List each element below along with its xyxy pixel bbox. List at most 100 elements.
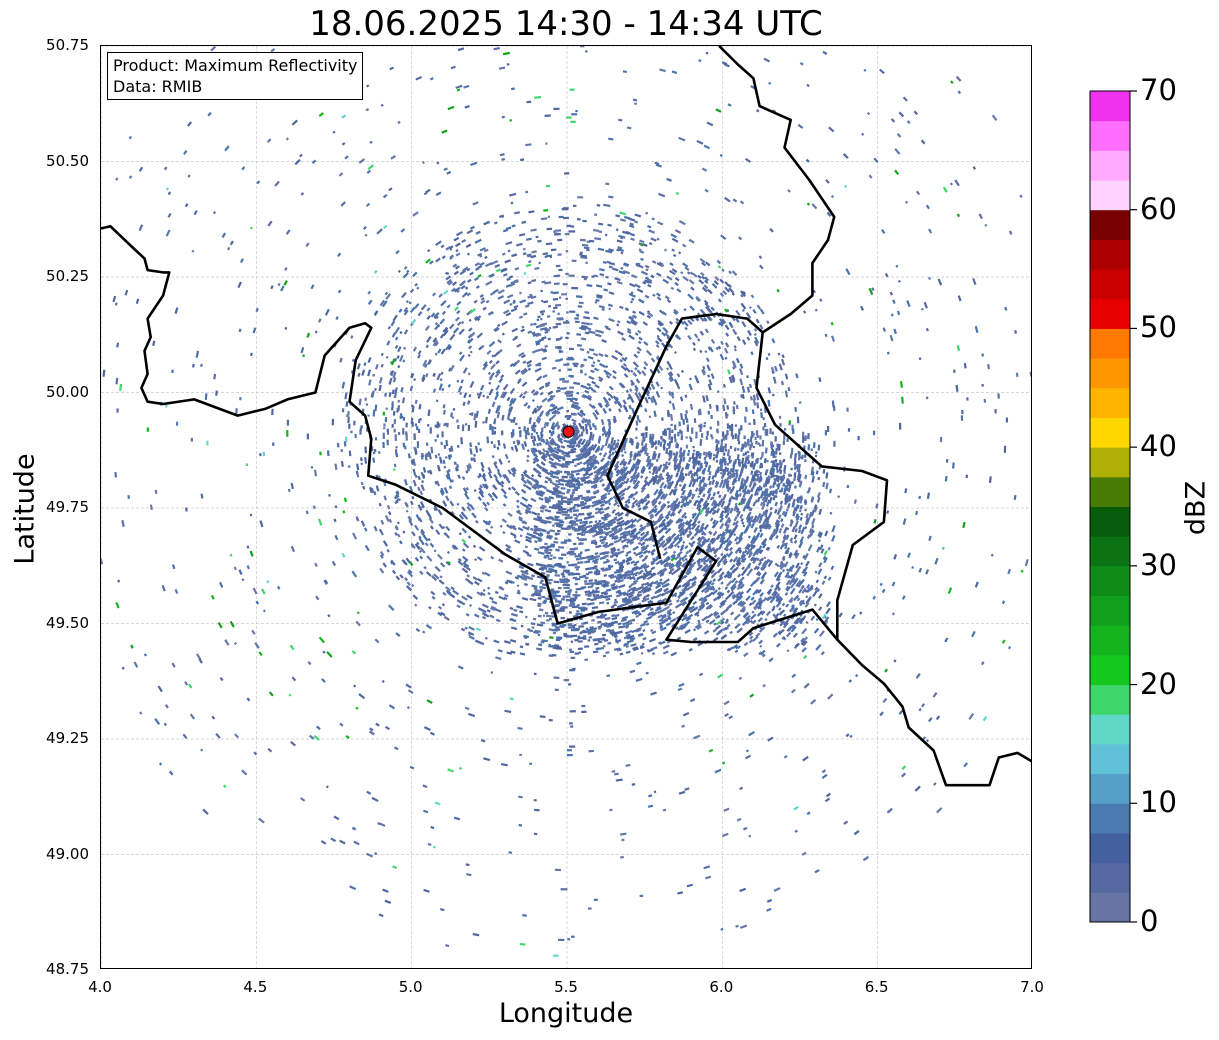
radar-echo — [736, 311, 741, 317]
radar-echo — [693, 333, 699, 339]
radar-echo — [632, 310, 637, 314]
radar-echo — [577, 636, 584, 640]
radar-echo — [680, 412, 684, 421]
radar-echo — [703, 424, 706, 428]
radar-echo — [465, 566, 471, 571]
radar-echo — [541, 438, 546, 444]
radar-echo — [563, 586, 570, 590]
radar-echo — [570, 470, 575, 474]
radar-echo — [469, 331, 476, 338]
radar-echo — [699, 257, 706, 264]
radar-echo — [731, 270, 738, 277]
radar-echo — [456, 310, 461, 315]
radar-echo — [490, 363, 496, 370]
radar-echo — [385, 293, 391, 300]
radar-echo — [621, 453, 625, 458]
radar-echo — [674, 438, 677, 443]
radar-echo — [818, 562, 823, 568]
radar-echo — [434, 352, 438, 356]
radar-echo — [604, 353, 609, 358]
radar-echo — [591, 380, 596, 385]
radar-echo — [772, 632, 778, 638]
radar-echo — [502, 503, 507, 507]
radar-echo — [456, 463, 460, 468]
radar-echo — [452, 589, 460, 596]
radar-echo — [655, 340, 660, 345]
radar-echo — [640, 270, 649, 276]
map-plot-area[interactable] — [100, 45, 1032, 969]
radar-echo — [710, 414, 713, 419]
radar-echo — [536, 434, 540, 439]
radar-echo — [616, 323, 620, 327]
radar-echo — [584, 331, 589, 335]
radar-echo — [461, 527, 468, 534]
radar-echo — [443, 615, 450, 621]
radar-echo — [556, 636, 563, 639]
radar-echo — [775, 534, 779, 539]
radar-echo — [536, 463, 543, 470]
radar-echo — [705, 451, 709, 458]
radar-echo — [787, 387, 791, 392]
radar-echo — [751, 610, 755, 614]
radar-echo — [581, 602, 587, 606]
radar-echo — [566, 397, 573, 401]
radar-echo — [662, 650, 669, 655]
radar-echo — [466, 505, 472, 512]
radar-echo — [818, 492, 821, 496]
radar-echo — [673, 378, 679, 386]
radar-echo — [493, 639, 500, 644]
radar-echo — [635, 614, 639, 618]
radar-echo — [565, 595, 571, 598]
radar-echo — [614, 613, 620, 618]
radar-echo — [668, 427, 671, 434]
radar-echo — [774, 501, 778, 507]
radar-echo — [478, 546, 486, 552]
radar-echo — [540, 433, 544, 437]
radar-echo — [491, 600, 498, 605]
radar-echo — [685, 436, 688, 439]
radar-echo — [625, 485, 632, 491]
radar-echo — [592, 411, 597, 418]
radar-echo — [544, 542, 548, 546]
radar-echo — [769, 506, 773, 511]
radar-echo — [440, 244, 445, 249]
radar-echo — [488, 273, 495, 278]
radar-echo — [598, 601, 605, 605]
radar-echo — [526, 459, 530, 463]
radar-echo — [793, 485, 797, 489]
radar-echo — [502, 228, 509, 233]
radar-echo — [594, 520, 598, 523]
radar-echo — [566, 224, 572, 227]
radar-echo — [655, 584, 662, 590]
radar-echo — [501, 252, 506, 256]
radar-echo — [414, 399, 418, 404]
radar-echo — [696, 536, 702, 542]
radar-echo — [393, 428, 396, 433]
radar-echo — [350, 430, 353, 434]
radar-echo — [720, 552, 724, 557]
radar-echo — [583, 358, 587, 362]
radar-echo — [716, 490, 720, 495]
radar-echo — [410, 372, 414, 379]
radar-echo — [507, 460, 511, 463]
radar-echo — [385, 407, 388, 410]
radar-echo — [540, 299, 544, 303]
radar-echo — [721, 268, 725, 272]
radar-echo — [613, 415, 617, 423]
radar-echo — [434, 322, 438, 326]
radar-echo — [605, 374, 611, 379]
radar-echo — [755, 430, 759, 436]
radar-echo — [705, 357, 710, 363]
radar-echo — [733, 447, 737, 452]
radar-echo — [556, 411, 561, 415]
radar-echo — [348, 423, 351, 429]
radar-echo — [541, 336, 547, 340]
radar-echo — [533, 322, 537, 326]
radar-echo — [617, 578, 624, 584]
radar-echo — [699, 349, 703, 354]
radar-echo — [666, 275, 673, 281]
radar-echo — [479, 448, 482, 452]
radar-echo — [692, 347, 697, 352]
radar-echo — [511, 486, 517, 492]
radar-echo — [566, 332, 570, 335]
